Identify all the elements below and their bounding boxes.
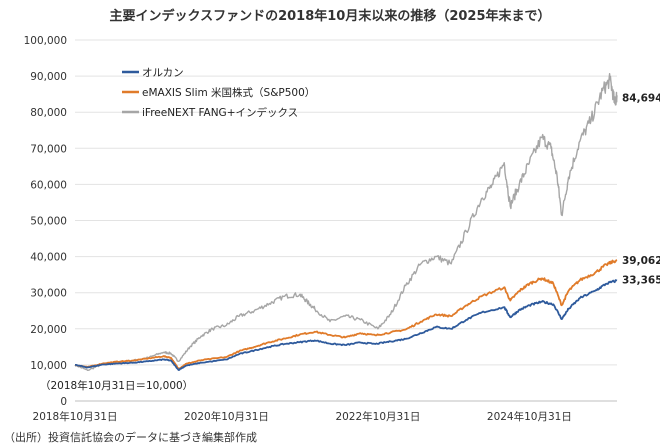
series-line — [74, 259, 618, 370]
legend-label: オルカン — [142, 67, 184, 79]
x-tick-label: 2020年10月31日 — [184, 410, 269, 423]
legend-label: eMAXIS Slim 米国株式（S&P500） — [142, 86, 315, 99]
baseline-annotation: （2018年10月31日＝10,000） — [40, 379, 193, 392]
source-note: （出所）投資信託協会のデータに基づき編集部作成 — [4, 430, 257, 444]
y-tick-label: 30,000 — [30, 288, 67, 300]
grid — [75, 39, 617, 402]
y-tick-label: 90,000 — [30, 71, 67, 83]
y-tick-label: 0 — [60, 396, 67, 408]
chart-title: 主要インデックスファンドの2018年10月末以来の推移（2025年末まで） — [109, 8, 550, 24]
y-tick-label: 20,000 — [30, 324, 67, 336]
y-tick-label: 10,000 — [30, 360, 67, 372]
y-tick-label: 80,000 — [30, 107, 67, 119]
y-tick-label: 50,000 — [30, 216, 67, 228]
y-tick-label: 100,000 — [24, 35, 67, 47]
x-tick-label: 2024年10月31日 — [487, 410, 572, 423]
x-tick-label: 2022年10月31日 — [335, 410, 420, 423]
x-tick-label: 2018年10月31日 — [33, 410, 118, 423]
series-end-label: 39,062 — [622, 255, 660, 267]
end-labels: 84,694 39,062 33,365 — [622, 92, 660, 286]
y-tick-label: 70,000 — [30, 143, 67, 155]
series-lines — [74, 73, 618, 371]
x-axis: 2018年10月31日 2020年10月31日 2022年10月31日 2024年10… — [33, 410, 572, 423]
y-tick-label: 40,000 — [30, 252, 67, 264]
legend: オルカン eMAXIS Slim 米国株式（S&P500） iFreeNEXT FA… — [122, 67, 315, 119]
series-line — [75, 279, 618, 371]
y-tick-label: 60,000 — [30, 179, 67, 191]
series-end-label: 33,365 — [622, 275, 660, 287]
y-axis: 0 10,000 20,000 30,000 40,000 50,000 60,000 70,… — [24, 35, 67, 408]
series-end-label: 84,694 — [622, 92, 660, 104]
legend-label: iFreeNEXT FANG+インデックス — [142, 106, 298, 119]
series-line — [74, 73, 618, 371]
